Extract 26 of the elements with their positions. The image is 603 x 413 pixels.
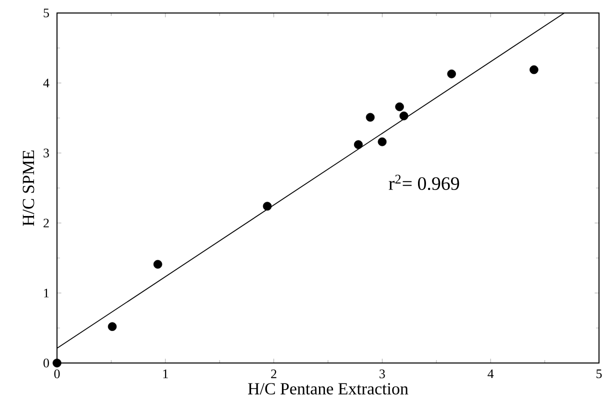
point: [262, 202, 272, 211]
x-tick-label: 2: [271, 370, 276, 378]
y-tick-label: 0: [44, 358, 49, 368]
y-tick-label: 3: [44, 148, 49, 158]
point: [447, 70, 456, 78]
x-tick-label: 4: [488, 370, 494, 378]
y-tick-label: 4: [43, 78, 50, 88]
point: [395, 102, 404, 112]
point: [400, 112, 408, 120]
point: [378, 137, 387, 146]
point: [530, 65, 538, 74]
point: [354, 140, 363, 149]
x-tick-label: 5: [596, 370, 602, 378]
y-tick-label: 5: [44, 8, 49, 18]
point: [153, 260, 162, 269]
point: [52, 358, 62, 368]
x-tick-label: 1: [163, 370, 168, 378]
x-tick-label: 3: [380, 370, 385, 378]
y-tick-label: 2: [44, 218, 49, 228]
x-tick-label: 0: [54, 370, 60, 378]
point: [108, 322, 117, 331]
y-tick-label: 1: [44, 288, 49, 298]
y-axis-title: H/C SPME: [22, 150, 34, 226]
point: [366, 112, 375, 122]
annotation: r$^{2}$= 0.969: [388, 174, 460, 190]
x-axis-title: H/C Pentane Extraction: [248, 383, 408, 394]
